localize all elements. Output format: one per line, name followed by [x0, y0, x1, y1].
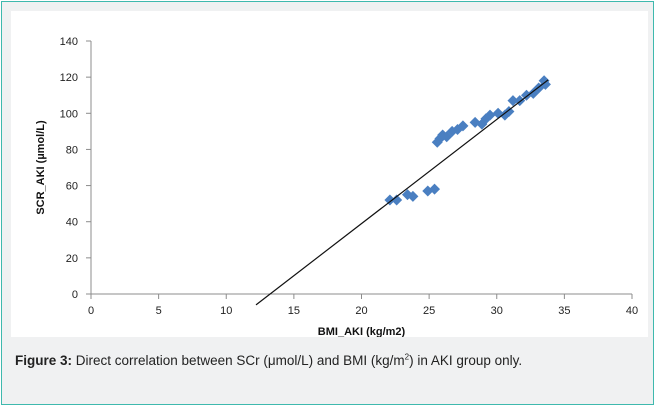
x-tick-label: 0	[88, 305, 94, 317]
data-point	[507, 95, 519, 107]
y-tick-label: 40	[66, 217, 78, 229]
x-tick-label: 25	[423, 305, 435, 317]
caption-label: Figure 3:	[15, 353, 73, 368]
y-tick-label: 100	[60, 108, 78, 120]
x-tick-label: 5	[156, 305, 162, 317]
data-point	[539, 78, 551, 90]
x-tick-label: 10	[220, 305, 232, 317]
x-tick-label: 20	[355, 305, 367, 317]
y-tick-label: 0	[72, 289, 78, 301]
figure-caption: Figure 3: Direct correlation between SCr…	[15, 350, 645, 371]
x-tick-label: 35	[558, 305, 570, 317]
x-tick-label: 15	[288, 305, 300, 317]
caption-text-2: ) in AKI group only.	[409, 353, 523, 368]
scatter-chart: 0 20 40 60 80 100 120 140 0 5 10 15 20 25 30 35 40 BMI_AK…	[35, 36, 638, 337]
x-tick-label: 40	[626, 305, 638, 317]
caption-text-1: Direct correlation between SCr (μmol/L) …	[72, 353, 405, 368]
y-tick-label: 80	[66, 144, 78, 156]
data-point	[437, 129, 449, 141]
data-point	[484, 109, 496, 121]
caption-superscript: 2	[404, 352, 410, 362]
plot-panel: 0 20 40 60 80 100 120 140 0 5 10 15 20 25 30 35 40 BMI_AK…	[11, 11, 648, 337]
data-point	[441, 131, 453, 143]
trendline	[255, 79, 549, 306]
x-axis-title: BMI_AKI (kg/m2)	[318, 326, 406, 337]
data-point	[503, 105, 515, 117]
data-point	[407, 190, 419, 202]
x-tick-label: 30	[491, 305, 503, 317]
y-tick-label: 120	[60, 72, 78, 84]
data-point	[384, 194, 396, 206]
data-point	[457, 120, 469, 132]
y-tick-label: 20	[66, 253, 78, 265]
y-tick-label: 140	[60, 36, 78, 48]
y-axis-title: SCR_AKI (µmol/L)	[35, 120, 47, 215]
data-point	[429, 183, 441, 195]
data-point	[391, 194, 403, 206]
y-tick-label: 60	[66, 181, 78, 193]
